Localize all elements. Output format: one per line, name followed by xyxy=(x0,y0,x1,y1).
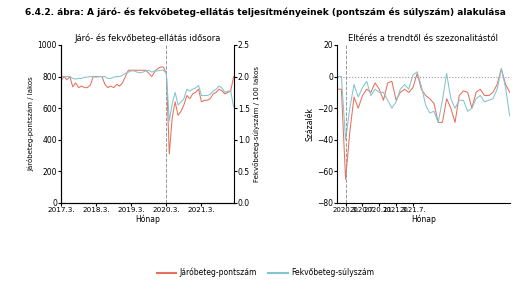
Title: Járó- és fekvőbeteg-ellátás idősora: Járó- és fekvőbeteg-ellátás idősora xyxy=(74,33,220,43)
Y-axis label: Járóbeteg-pontszám / lakos: Járóbeteg-pontszám / lakos xyxy=(28,77,35,171)
X-axis label: Hónap: Hónap xyxy=(411,215,436,224)
X-axis label: Hónap: Hónap xyxy=(135,215,160,224)
Text: 6.4.2. ábra: A járó- és fekvőbeteg-ellátás teljesítményeinek (pontszám és súlysz: 6.4.2. ábra: A járó- és fekvőbeteg-ellát… xyxy=(25,7,506,17)
Y-axis label: Fekvőbeteg-súlyszám / 100 lakos: Fekvőbeteg-súlyszám / 100 lakos xyxy=(253,66,260,182)
Legend: Járóbeteg-pontszám, Fekvőbeteg-súlyszám: Járóbeteg-pontszám, Fekvőbeteg-súlyszám xyxy=(153,265,378,280)
Y-axis label: Százalék: Százalék xyxy=(305,107,314,141)
Title: Eltérés a trendtől és szezonalitástól: Eltérés a trendtől és szezonalitástól xyxy=(348,34,499,43)
